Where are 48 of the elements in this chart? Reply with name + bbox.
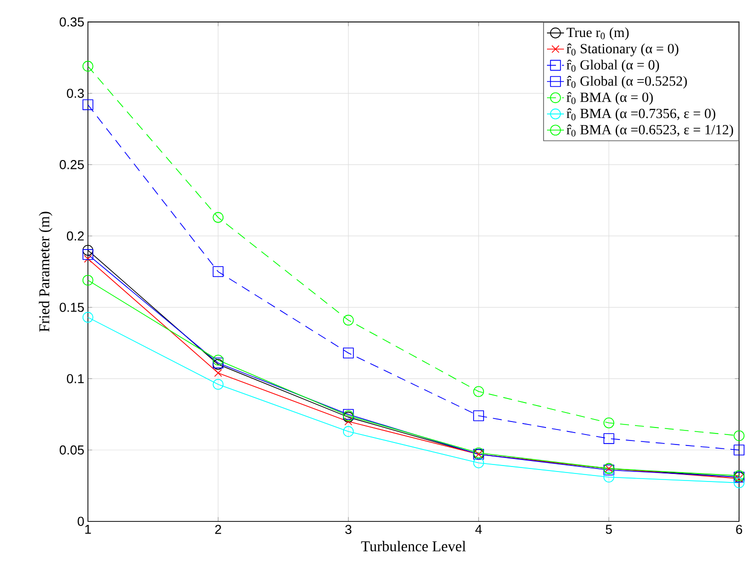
y-tick-label: 0.15 <box>60 302 84 312</box>
point <box>342 426 354 437</box>
legend-label: r̂$_{0}$ Global (α = 0) <box>566 60 659 72</box>
point <box>212 266 224 277</box>
point <box>82 249 94 260</box>
point <box>734 444 744 456</box>
x-tick-label: 2 <box>215 524 222 534</box>
y-tick-label: 0.2 <box>66 231 84 240</box>
legend-label: r̂$_{0}$ Stationary (α = 0) <box>566 43 678 56</box>
point <box>473 410 484 422</box>
point <box>735 474 744 482</box>
point <box>82 312 94 323</box>
y-tick-label: 0.25 <box>60 160 84 170</box>
legend-label: r̂$_{0}$ BMA (α = 0) <box>566 92 653 105</box>
legend-label: r̂$_{0}$ Global (α =0.5252) <box>566 76 687 88</box>
y-tick-label: 0.1 <box>66 374 84 384</box>
point <box>82 274 94 286</box>
y-tick-label: 0 <box>78 516 84 526</box>
legend-label: r̂$_{0}$ BMA (α =0.7356, ε = 0) <box>566 108 716 121</box>
x-tick-label: 4 <box>475 524 482 534</box>
point <box>603 417 614 428</box>
point <box>473 386 484 397</box>
y-axis-title: Fried Parameter (m) <box>38 212 52 332</box>
point <box>344 417 352 426</box>
legend-label: True r$_{0}$ (m) <box>566 27 629 40</box>
point <box>603 433 614 444</box>
x-tick-label: 5 <box>606 524 612 534</box>
y-tick-label: 0.3 <box>66 88 84 98</box>
point <box>734 477 744 488</box>
point <box>212 212 224 223</box>
point <box>342 314 354 326</box>
point <box>84 254 92 263</box>
point <box>212 354 224 366</box>
x-tick-label: 3 <box>345 524 352 534</box>
x-tick-label: 1 <box>85 524 91 534</box>
point <box>603 472 614 482</box>
x-tick-label: 6 <box>736 524 742 534</box>
point <box>473 457 484 468</box>
y-tick-label: 0.05 <box>60 445 84 454</box>
point <box>82 60 94 72</box>
x-axis-title: Turbulence Level <box>361 540 466 552</box>
legend-label: r̂$_{0}$ BMA (α =0.6523, ε = 1/12) <box>566 124 734 138</box>
point <box>212 378 224 390</box>
point <box>214 368 222 377</box>
point <box>734 430 744 442</box>
point <box>342 347 354 358</box>
y-tick-label: 0.35 <box>60 17 84 26</box>
point <box>82 99 94 110</box>
